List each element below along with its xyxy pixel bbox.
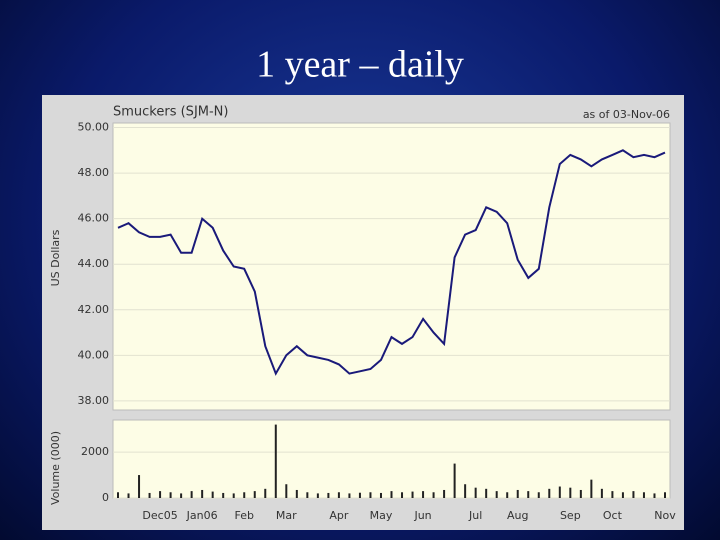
volume-bar bbox=[358, 492, 361, 498]
x-tick-label: Oct bbox=[603, 509, 623, 522]
volume-bar bbox=[401, 492, 404, 498]
y-axis-label: Volume (000) bbox=[49, 431, 62, 505]
x-tick-label: Sep bbox=[560, 509, 581, 522]
x-tick-label: May bbox=[370, 509, 393, 522]
volume-bar bbox=[117, 492, 119, 498]
volume-bar bbox=[600, 488, 603, 498]
volume-bar bbox=[495, 491, 498, 498]
x-tick-label: Aug bbox=[507, 509, 528, 522]
volume-bar bbox=[243, 492, 246, 498]
volume-bar bbox=[453, 463, 456, 498]
y-tick-label: 42.00 bbox=[78, 303, 110, 316]
price-plot bbox=[112, 122, 671, 411]
volume-bar bbox=[443, 489, 446, 498]
y-tick-label: 2000 bbox=[81, 445, 109, 458]
x-tick-label: Jul bbox=[468, 509, 482, 522]
volume-bar bbox=[379, 492, 382, 498]
volume-bar bbox=[148, 492, 151, 498]
chart-title: Smuckers (SJM-N) bbox=[113, 105, 228, 120]
slide-title: 1 year – daily bbox=[256, 44, 464, 86]
volume-bar bbox=[285, 484, 288, 498]
volume-bar bbox=[642, 492, 645, 498]
volume-bar bbox=[316, 493, 319, 498]
volume-bar bbox=[411, 491, 414, 498]
x-tick-label: Feb bbox=[234, 509, 253, 522]
volume-bar bbox=[664, 492, 666, 498]
volume-bar bbox=[506, 492, 509, 498]
volume-bar bbox=[232, 493, 235, 498]
y-axis-label: US Dollars bbox=[49, 229, 62, 286]
volume-bar bbox=[127, 493, 130, 498]
y-tick-label: 40.00 bbox=[78, 348, 110, 361]
volume-bar bbox=[274, 424, 277, 498]
x-tick-label: Dec05 bbox=[142, 509, 177, 522]
volume-bar bbox=[653, 493, 656, 498]
volume-bar bbox=[611, 491, 614, 498]
volume-plot bbox=[112, 419, 671, 499]
volume-bar bbox=[211, 491, 214, 498]
volume-bar bbox=[337, 492, 340, 498]
volume-bar bbox=[264, 488, 267, 498]
x-tick-label: Nov bbox=[654, 509, 676, 522]
volume-bar bbox=[169, 492, 172, 498]
volume-bar bbox=[253, 491, 256, 498]
volume-bar bbox=[527, 491, 530, 498]
volume-bar bbox=[201, 489, 204, 498]
y-tick-label: 38.00 bbox=[78, 394, 110, 407]
volume-bar bbox=[558, 486, 561, 498]
volume-bar bbox=[295, 489, 298, 498]
x-tick-label: Apr bbox=[329, 509, 349, 522]
y-tick-label: 46.00 bbox=[78, 212, 110, 225]
volume-bar bbox=[485, 488, 488, 498]
volume-bar bbox=[621, 492, 624, 498]
volume-bar bbox=[632, 491, 635, 498]
volume-bar bbox=[569, 487, 572, 498]
y-tick-label: 50.00 bbox=[78, 121, 110, 134]
volume-bar bbox=[222, 492, 225, 498]
volume-bar bbox=[180, 493, 183, 498]
volume-bar bbox=[327, 492, 330, 498]
x-tick-label: Jan06 bbox=[186, 509, 218, 522]
volume-bar bbox=[590, 479, 593, 498]
volume-bar bbox=[537, 492, 540, 498]
volume-bar bbox=[190, 491, 193, 498]
volume-bar bbox=[159, 491, 162, 498]
volume-bar bbox=[432, 492, 435, 498]
price-line bbox=[117, 149, 666, 376]
chart-subtitle: as of 03-Nov-06 bbox=[583, 108, 670, 121]
y-tick-label: 48.00 bbox=[78, 166, 110, 179]
volume-bar bbox=[579, 489, 582, 498]
x-tick-label: Jun bbox=[413, 509, 431, 522]
volume-bar bbox=[348, 493, 351, 498]
x-tick-label: Mar bbox=[276, 509, 297, 522]
volume-bar bbox=[422, 491, 425, 498]
volume-bar bbox=[390, 491, 393, 498]
volume-bar bbox=[306, 492, 309, 498]
volume-bar bbox=[138, 475, 141, 498]
volume-bar bbox=[464, 484, 467, 498]
y-tick-label: 0 bbox=[102, 491, 109, 504]
volume-bar bbox=[548, 488, 551, 498]
volume-bar bbox=[516, 489, 519, 498]
y-tick-label: 44.00 bbox=[78, 257, 110, 270]
volume-bar bbox=[474, 487, 477, 498]
volume-bar bbox=[369, 492, 372, 498]
